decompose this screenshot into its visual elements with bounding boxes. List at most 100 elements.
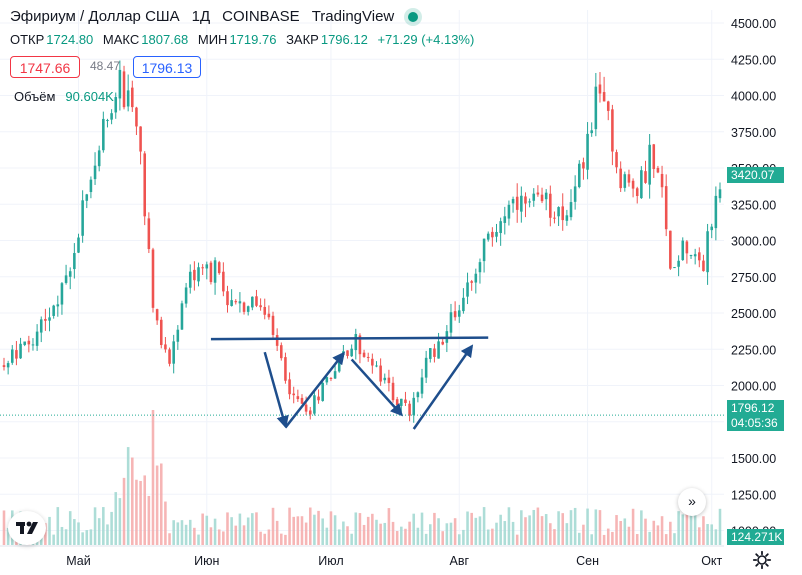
volume-bar — [362, 524, 366, 545]
volume-bar — [337, 529, 341, 545]
volume-bar — [275, 520, 279, 545]
volume-bar — [424, 533, 428, 545]
candle-body — [371, 358, 374, 366]
volume-bar — [89, 529, 93, 545]
tradingview-logo[interactable] — [8, 511, 46, 545]
time-axis[interactable]: Май Июн Июл Авг Сен Окт — [0, 545, 724, 568]
volume-bar — [582, 524, 585, 545]
volume-bar — [689, 509, 693, 545]
volume-bar — [482, 507, 486, 545]
tradingview-logo-icon — [16, 521, 38, 534]
volume-bar — [652, 520, 656, 545]
candle-body — [383, 377, 387, 381]
volume-bar — [619, 520, 622, 545]
candle-body — [350, 348, 353, 357]
y-tick-label: 2500.00 — [731, 307, 776, 321]
volume-bar — [2, 510, 6, 545]
candle-body — [565, 215, 569, 221]
candle-body — [168, 349, 171, 364]
price-axis[interactable]: 1000.001250.001500.001750.002000.002250.… — [731, 17, 776, 538]
volume-bar — [139, 480, 142, 545]
market-status-icon[interactable] — [408, 11, 419, 22]
volume-bar — [230, 517, 233, 545]
candle-body — [457, 310, 461, 317]
volume-bar — [520, 510, 523, 545]
candle-body — [677, 260, 680, 267]
candle-body — [524, 196, 527, 204]
volume-bar — [251, 513, 254, 545]
volume-bar — [462, 529, 465, 545]
candle-body — [267, 313, 271, 318]
open-label: ОТКР — [10, 32, 45, 47]
volume-bar — [60, 526, 64, 545]
candle-body — [532, 193, 536, 201]
volume-bar — [39, 534, 43, 545]
candle-body — [486, 233, 490, 240]
volume-bar — [573, 507, 577, 545]
volume-bar — [408, 521, 411, 545]
candle-body — [325, 377, 329, 383]
low-value: 1719.76 — [229, 32, 277, 47]
volume-bar — [308, 507, 312, 545]
volume-bar — [693, 511, 697, 545]
volume-bar — [561, 513, 565, 545]
candle-body — [362, 352, 366, 357]
candle-body — [681, 240, 685, 261]
volume-bar — [391, 521, 395, 545]
volume-bar — [304, 522, 308, 545]
y-tick-label: 1250.00 — [731, 488, 776, 502]
candle-body — [590, 130, 593, 134]
volume-bar — [180, 520, 184, 545]
candle-body — [234, 301, 238, 303]
candle-body — [627, 174, 631, 183]
volume-bar — [404, 528, 407, 545]
volume-bar — [499, 514, 502, 545]
volume-bar — [6, 527, 10, 545]
volume-bar — [184, 524, 188, 545]
volume-bar — [188, 519, 192, 545]
settings-gear-icon[interactable] — [752, 550, 772, 570]
volume-bar — [416, 527, 420, 545]
candle-body — [544, 192, 548, 200]
candle-body — [164, 344, 167, 350]
candle-body — [429, 348, 432, 359]
volume-bar — [718, 508, 722, 545]
volume-bar — [106, 524, 109, 545]
volume-bar — [217, 529, 221, 545]
volume-bar — [507, 507, 511, 545]
volume-bar — [56, 507, 60, 545]
candle-body — [598, 84, 602, 94]
candle-body — [491, 231, 494, 238]
sell-button[interactable]: 1747.66 — [10, 56, 80, 78]
scroll-to-realtime-button[interactable]: » — [678, 488, 706, 516]
candle-body — [652, 144, 656, 170]
volume-bar — [114, 492, 118, 545]
candle-body — [520, 195, 523, 212]
y-tick-label: 2000.00 — [731, 380, 776, 394]
volume-legend[interactable]: Объём 90.604K — [14, 89, 114, 104]
buy-button[interactable]: 1796.13 — [133, 56, 201, 78]
candle-body — [698, 252, 701, 261]
volume-bar — [615, 515, 618, 545]
volume-bar — [586, 508, 589, 545]
price-candles — [0, 60, 724, 423]
candle-body — [300, 397, 304, 404]
candle-body — [48, 317, 51, 321]
candle-body — [391, 382, 395, 401]
volume-bar — [126, 447, 130, 545]
spread-value: 48.47 — [90, 59, 121, 73]
candle-body — [466, 282, 469, 297]
volume-bar — [135, 479, 138, 545]
candle-body — [511, 199, 515, 204]
x-tick-label: Авг — [449, 554, 469, 568]
candle-body — [656, 167, 660, 173]
high-label: МАКС — [102, 32, 140, 47]
y-tick-label: 4250.00 — [731, 53, 776, 67]
volume-bar — [598, 510, 602, 545]
volume-bar — [457, 534, 461, 545]
y-tick-label: 1500.00 — [731, 452, 776, 466]
symbol-legend[interactable]: Эфириум / Доллар США 1Д COINBASE Trading… — [10, 8, 419, 25]
candle-body — [482, 238, 486, 262]
candle-body — [499, 221, 502, 234]
